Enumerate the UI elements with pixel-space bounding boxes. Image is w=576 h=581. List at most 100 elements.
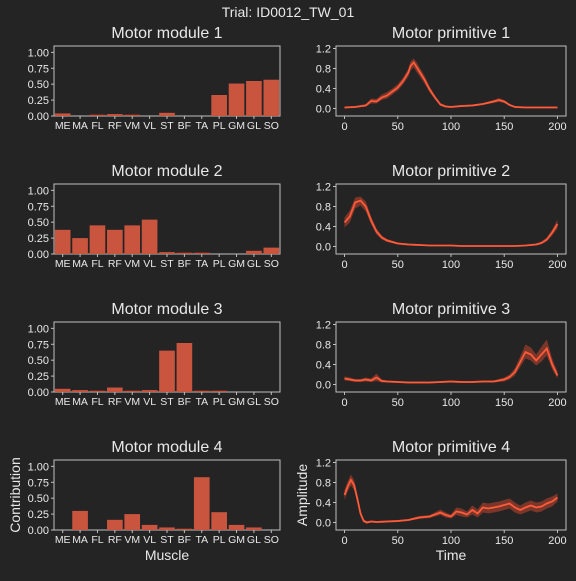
primitive-band xyxy=(344,196,558,247)
x-tick-label: 0 xyxy=(341,259,347,271)
x-tick-label: VL xyxy=(143,258,156,270)
module-title: Motor module 4 xyxy=(111,439,222,456)
x-tick-label: 150 xyxy=(495,121,513,133)
y-tick-label: 0.4 xyxy=(316,222,331,234)
x-tick-label: GM xyxy=(228,534,245,546)
bar-ST xyxy=(159,527,175,530)
x-tick-label: 50 xyxy=(392,397,404,409)
bar-VL xyxy=(141,219,158,254)
y-tick-label: 0.25 xyxy=(28,233,49,245)
bar-MA xyxy=(72,510,88,530)
bar-PL xyxy=(211,390,227,392)
y-tick-label: 1.2 xyxy=(316,182,331,194)
bar-GM xyxy=(228,83,245,116)
bar-TA xyxy=(193,477,210,530)
y-tick-label: 0.75 xyxy=(28,477,49,489)
x-tick-label: 100 xyxy=(442,259,460,271)
bar-VM xyxy=(124,114,141,116)
y-tick-label: 0.00 xyxy=(28,525,49,537)
y-tick-label: 1.2 xyxy=(316,320,331,332)
y-tick-label: 0.75 xyxy=(28,201,49,213)
y-tick-label: 0.0 xyxy=(316,380,331,392)
primitive-title: Motor primitive 4 xyxy=(392,439,510,456)
x-tick-label: 0 xyxy=(341,121,347,133)
x-tick-label: GM xyxy=(228,120,245,132)
primitive-title: Motor primitive 2 xyxy=(392,163,510,180)
primitive-mean-line xyxy=(343,478,559,524)
x-tick-label: 150 xyxy=(495,535,513,547)
x-tick-label: GL xyxy=(247,120,261,132)
y-tick-label: 0.25 xyxy=(28,95,49,107)
y-tick-label: 0.4 xyxy=(316,84,331,96)
x-tick-label: PL xyxy=(213,396,226,408)
x-tick-label: ME xyxy=(55,534,71,546)
x-tick-label: TA xyxy=(195,534,208,546)
bar-SO xyxy=(263,79,280,116)
bar-PL xyxy=(211,95,227,116)
x-tick-label: ST xyxy=(160,120,174,132)
x-tick-label: BF xyxy=(178,120,191,132)
x-tick-label: 100 xyxy=(442,397,460,409)
primitive-title: Motor primitive 1 xyxy=(392,25,510,42)
x-tick-label: VM xyxy=(124,258,140,270)
bar-GM xyxy=(228,524,245,530)
y-tick-label: 0.00 xyxy=(28,111,49,123)
x-tick-label: ST xyxy=(160,534,174,546)
y-tick-label: 0.75 xyxy=(28,339,49,351)
x-tick-label: SO xyxy=(264,120,279,132)
x-tick-label: 150 xyxy=(495,397,513,409)
bar-ST xyxy=(159,252,175,254)
x-axis-label: Time xyxy=(436,547,467,563)
x-tick-label: 200 xyxy=(548,121,566,133)
x-tick-label: GM xyxy=(228,396,245,408)
y-tick-label: 1.00 xyxy=(28,461,49,473)
y-tick-label: 1.00 xyxy=(28,185,49,197)
y-tick-label: 0.50 xyxy=(28,79,49,91)
y-tick-label: 0.50 xyxy=(28,217,49,229)
y-tick-label: 0.0 xyxy=(316,518,331,530)
x-tick-label: VM xyxy=(124,396,140,408)
x-tick-label: TA xyxy=(195,396,208,408)
x-tick-label: 100 xyxy=(442,121,460,133)
x-tick-label: ST xyxy=(160,258,174,270)
x-tick-label: 50 xyxy=(392,535,404,547)
bar-RF xyxy=(107,229,123,254)
bar-GL xyxy=(246,81,262,116)
bar-FL xyxy=(89,114,106,116)
bar-RF xyxy=(107,114,123,116)
x-tick-label: RF xyxy=(108,534,122,546)
y-tick-label: 0.8 xyxy=(316,202,331,214)
bar-VL xyxy=(141,390,158,392)
bar-ST xyxy=(159,350,175,392)
x-tick-label: PL xyxy=(213,120,226,132)
x-tick-label: MA xyxy=(72,396,88,408)
bar-FL xyxy=(89,225,106,254)
x-tick-label: GL xyxy=(247,258,261,270)
bar-BF xyxy=(176,528,193,530)
x-tick-label: 50 xyxy=(392,121,404,133)
primitive-mean-line xyxy=(343,199,559,247)
x-tick-label: TA xyxy=(195,258,208,270)
y-tick-label: 1.2 xyxy=(316,458,331,470)
x-tick-label: 0 xyxy=(341,397,347,409)
module-title: Motor module 3 xyxy=(111,301,222,318)
x-tick-label: MA xyxy=(72,258,88,270)
x-tick-label: VM xyxy=(124,534,140,546)
bar-BF xyxy=(176,252,193,254)
y-tick-label: 0.25 xyxy=(28,509,49,521)
x-tick-label: SO xyxy=(264,534,279,546)
x-tick-label: PL xyxy=(213,534,226,546)
x-tick-label: SO xyxy=(264,258,279,270)
y-tick-label: 0.00 xyxy=(28,249,49,261)
x-axis-label: Muscle xyxy=(145,547,190,563)
y-tick-label: 0.8 xyxy=(316,64,331,76)
bar-FL xyxy=(89,390,106,392)
y-tick-label: 0.25 xyxy=(28,371,49,383)
x-tick-label: ST xyxy=(160,396,174,408)
x-tick-label: PL xyxy=(213,258,226,270)
x-tick-label: SO xyxy=(264,396,279,408)
x-tick-label: VM xyxy=(124,120,140,132)
primitive-title: Motor primitive 3 xyxy=(392,301,510,318)
x-tick-label: 200 xyxy=(548,397,566,409)
